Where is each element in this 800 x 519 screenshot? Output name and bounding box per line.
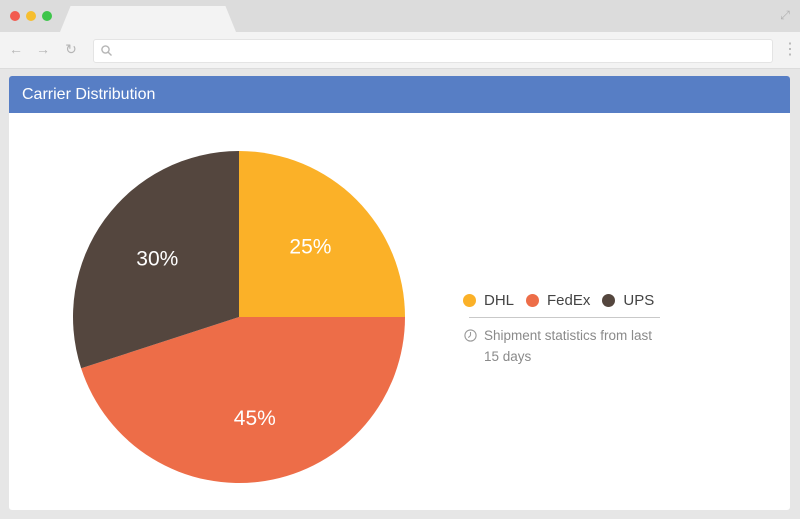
arrow-left-icon[interactable]: ← <box>9 41 23 57</box>
chart-legend: DHL FedEx UPS <box>463 292 666 309</box>
pie-slice-fedex <box>81 317 405 483</box>
legend-item-dhl: DHL <box>463 292 514 309</box>
note-text: Shipment statistics from last 15 days <box>484 328 653 364</box>
address-bar[interactable] <box>93 39 773 63</box>
expand-icon[interactable]: ⤢ <box>780 8 790 22</box>
legend-swatch <box>463 294 476 307</box>
legend-label: UPS <box>623 292 655 309</box>
legend-item-ups: UPS <box>602 292 654 309</box>
maximize-window-button[interactable] <box>42 11 52 21</box>
legend-swatch <box>602 294 616 307</box>
legend-swatch <box>526 294 540 307</box>
slice-label-ups: 30% <box>136 248 178 271</box>
browser-tab[interactable] <box>60 6 236 32</box>
chart-panel: Carrier Distribution 25% 45% 30% DHL FedEx… <box>9 76 790 510</box>
pie-chart: 25% 45% 30% <box>73 151 405 483</box>
pie-slice-dhl <box>239 151 405 317</box>
slice-label-fedex: 45% <box>234 407 276 430</box>
search-icon <box>101 45 112 56</box>
reload-icon[interactable]: ↻ <box>65 41 77 57</box>
browser-toolbar: ← → ↻ ⋮ <box>0 32 800 69</box>
legend-divider <box>469 317 660 318</box>
arrow-right-icon[interactable]: → <box>36 41 50 57</box>
close-window-button[interactable] <box>10 11 20 21</box>
clock-icon <box>464 329 477 342</box>
menu-dots-icon[interactable]: ⋮ <box>782 41 798 58</box>
chart-note: Shipment statistics from last 15 days <box>464 325 664 367</box>
slice-label-dhl: 25% <box>289 236 331 259</box>
legend-label: DHL <box>484 292 515 309</box>
pie-slice-ups <box>73 151 240 369</box>
panel-title: Carrier Distribution <box>9 76 790 113</box>
legend-label: FedEx <box>547 292 591 309</box>
window-titlebar: ⤢ <box>0 0 800 32</box>
minimize-window-button[interactable] <box>26 11 36 21</box>
legend-item-fedex: FedEx <box>526 292 590 309</box>
